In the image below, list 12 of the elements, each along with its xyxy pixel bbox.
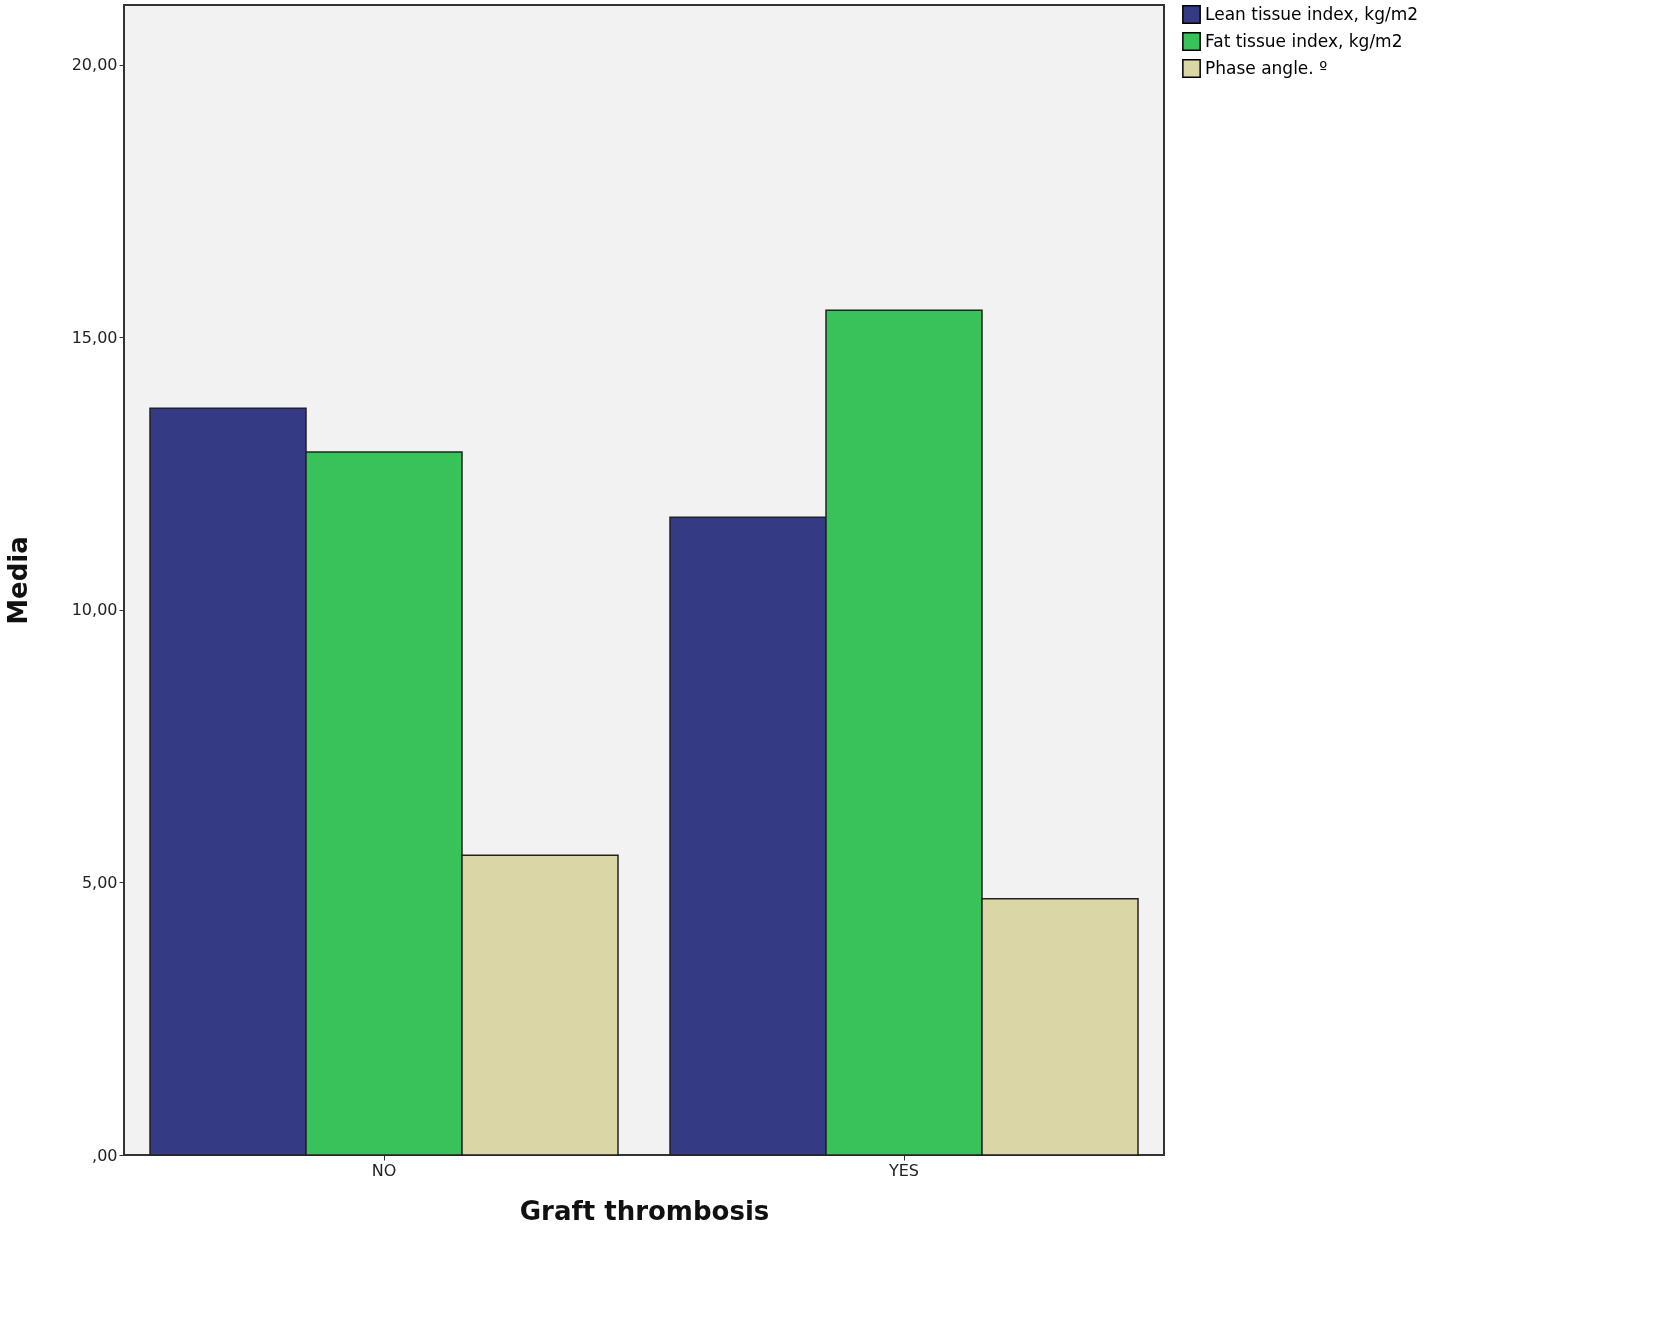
- y-tick-label: 20,00: [71, 55, 118, 75]
- y-axis-title: Media: [2, 536, 33, 625]
- y-tick-label: 15,00: [71, 327, 118, 347]
- x-tick-label: NO: [371, 1160, 397, 1180]
- legend-label: Phase angle. º: [1205, 57, 1328, 78]
- y-tick-label: 5,00: [81, 872, 118, 892]
- legend-label: Fat tissue index, kg/m2: [1205, 30, 1403, 51]
- y-tick-label: ,00: [92, 1145, 118, 1165]
- x-axis-title: Graft thrombosis: [519, 1195, 770, 1226]
- y-tick-label: 10,00: [71, 600, 118, 620]
- legend-label: Lean tissue index, kg/m2: [1205, 3, 1419, 24]
- x-tick-label: YES: [887, 1160, 920, 1180]
